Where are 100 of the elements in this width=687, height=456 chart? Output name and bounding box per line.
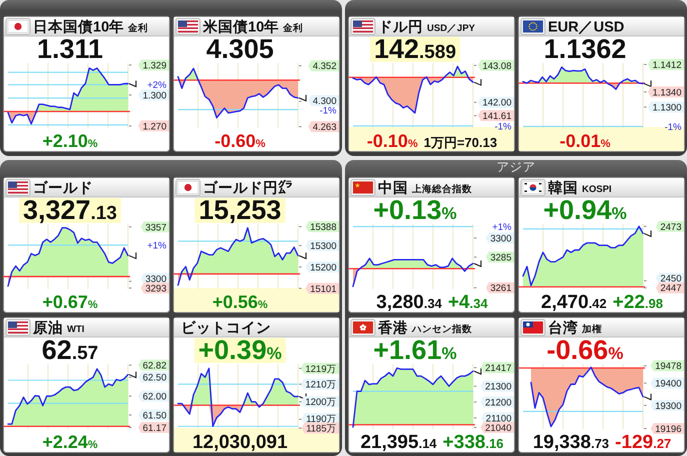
y-tick-label: 3300 xyxy=(490,233,512,244)
text: -0.60% xyxy=(214,131,266,151)
text: +2% xyxy=(147,80,168,92)
text: +0.56% xyxy=(212,292,268,312)
chart-title: 韓国 xyxy=(548,180,578,196)
y-tick-label: 1190万 xyxy=(306,414,336,426)
annotation: -0.66% xyxy=(546,335,624,365)
annotation: +0.39% xyxy=(198,335,282,365)
y-tick-label: 3261 xyxy=(490,283,512,294)
annotation: 3,327.13 xyxy=(23,195,117,225)
annotation: 15,253 xyxy=(198,195,282,225)
y-tick-label: 2447 xyxy=(660,283,682,294)
text: +22.98 xyxy=(612,292,663,313)
text: 3,280.34 xyxy=(376,292,443,313)
annotation: 142.589 xyxy=(374,34,456,64)
chart-subtitle: USD／JPY xyxy=(427,23,476,34)
text: 2,470.42 xyxy=(541,292,607,313)
y-tick-label: 21100 xyxy=(486,413,512,424)
text: +1% xyxy=(492,222,512,233)
text: -1% xyxy=(494,121,512,132)
y-tick-label: 62.82 xyxy=(142,360,166,372)
text: 12,030,091 xyxy=(192,432,288,453)
y-tick-label: 15200 xyxy=(310,262,336,274)
y-tick-label: 3357 xyxy=(145,222,166,234)
text: -0.01% xyxy=(560,131,611,151)
chart-title: ビットコイン xyxy=(181,320,271,336)
y-tick-label: 19400 xyxy=(655,378,682,390)
chart-title: 中国 xyxy=(378,180,408,196)
y-tick-label: 4.300 xyxy=(312,96,336,108)
y-tick-label: 21200 xyxy=(485,397,512,408)
chart-subtitle: 金利 xyxy=(127,22,148,34)
text: +0.67% xyxy=(42,292,98,312)
text: +338.16 xyxy=(442,432,504,453)
y-tick-label: 1.1412 xyxy=(652,60,682,71)
y-tick-label: 143.08 xyxy=(482,60,512,72)
text: -1% xyxy=(664,122,682,133)
y-tick-label: 1.1300 xyxy=(652,102,682,114)
annotation: 1.311 xyxy=(36,34,104,64)
chart-subtitle: 上海総合指数 xyxy=(411,183,473,195)
y-tick-label: 19300 xyxy=(655,400,682,412)
y-tick-label: 1210万 xyxy=(305,380,336,391)
text: +4.34 xyxy=(448,292,488,313)
chart-title: EUR／USD xyxy=(548,20,624,36)
y-tick-label: 21040 xyxy=(485,422,512,434)
y-tick-label: 15300 xyxy=(310,240,336,252)
y-tick-label: 1219万 xyxy=(305,364,336,375)
chart-title: ゴールド xyxy=(33,180,93,196)
y-tick-label: 3300 xyxy=(145,274,166,285)
annotation: +0.13% xyxy=(373,195,457,225)
text: +2.10% xyxy=(42,131,98,151)
chart-title: 香港 xyxy=(377,320,409,336)
y-tick-label: 2473 xyxy=(660,222,682,233)
text: 19,338.73 xyxy=(532,432,610,453)
y-tick-label: 1.329 xyxy=(142,60,166,72)
annotation: 4.305 xyxy=(206,34,274,64)
y-tick-label: 61.17 xyxy=(142,422,166,434)
text: 21,395.14 xyxy=(360,432,438,453)
chart-subtitle: 加権 xyxy=(581,323,602,335)
chart-title: ゴールド円㌘ xyxy=(203,178,293,196)
annotation: +1.61% xyxy=(373,335,457,365)
y-tick-label: 1.300 xyxy=(142,90,166,102)
y-tick-label: 1.1340 xyxy=(652,87,682,98)
y-tick-label: 15101 xyxy=(310,284,336,295)
annotation: 62.57 xyxy=(42,335,98,365)
y-tick-label: 61.50 xyxy=(142,410,166,422)
text: 1万円=70.13 xyxy=(424,135,498,150)
y-tick-label: 19196 xyxy=(655,424,682,435)
y-tick-label: 3293 xyxy=(145,283,166,294)
chart-subtitle: 金利 xyxy=(282,22,304,34)
y-tick-label: 21300 xyxy=(485,382,512,393)
y-tick-label: 1185万 xyxy=(306,424,336,435)
text: -1% xyxy=(320,106,338,117)
chart-title: 日本国債10年 xyxy=(33,18,124,36)
y-tick-label: 2450 xyxy=(660,274,682,285)
annotation: 1.1362 xyxy=(544,34,626,64)
chart-title: 原油 xyxy=(32,320,63,336)
y-tick-label: 62.50 xyxy=(142,372,166,384)
y-tick-label: 21417 xyxy=(485,363,512,374)
chart-title: 台湾 xyxy=(548,318,578,336)
chart-subtitle: KOSPI xyxy=(582,184,612,195)
text: -0.10% xyxy=(366,131,418,151)
y-tick-label: 15388 xyxy=(310,222,336,233)
chart-title: ドル円 xyxy=(378,20,423,36)
y-tick-label: 142.00 xyxy=(482,98,512,109)
text: +1% xyxy=(147,240,168,252)
y-tick-label: 62.00 xyxy=(142,392,166,403)
chart-title: 米国債10年 xyxy=(202,18,280,36)
y-tick-label: 3285 xyxy=(490,252,512,264)
y-tick-label: 141.61 xyxy=(482,111,512,122)
y-tick-label: 19478 xyxy=(655,361,682,372)
text: アジア xyxy=(496,160,536,174)
chart-subtitle: ハンセン指数 xyxy=(411,323,473,335)
y-tick-label: 1200万 xyxy=(305,397,336,408)
text: +2.24% xyxy=(42,432,98,452)
chart-subtitle: WTI xyxy=(67,324,84,335)
text: -129.27 xyxy=(615,432,672,453)
y-tick-label: 4.352 xyxy=(312,61,336,72)
annotation: +0.94% xyxy=(543,195,627,225)
y-tick-label: 4.263 xyxy=(312,122,336,134)
y-tick-label: 1.270 xyxy=(142,121,166,132)
